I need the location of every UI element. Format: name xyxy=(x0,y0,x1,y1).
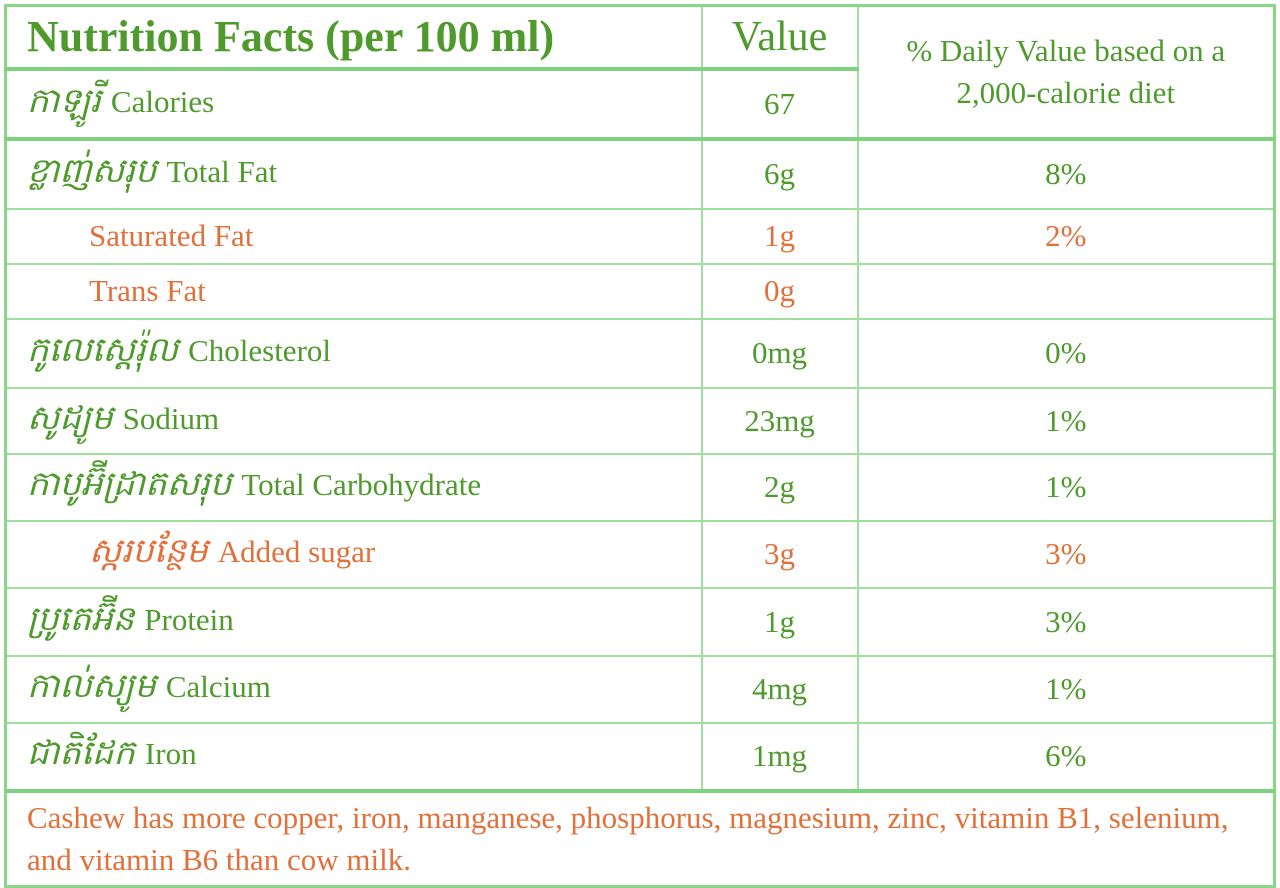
row: កាបូអ៊ីដ្រាតសរុប Total Carbohydrate 2g 1% xyxy=(4,452,1276,522)
value: 0g xyxy=(700,262,859,320)
nutrition-table: Nutrition Facts (per 100 ml) Value % Dai… xyxy=(4,4,1276,888)
row: សូដ្យូម Sodium 23mg 1% xyxy=(4,386,1276,455)
khmer-name: ស្ករបន្ថែម xyxy=(89,533,208,570)
row: ជាតិដែក Iron 1mg 6% xyxy=(4,721,1276,792)
row: ស្ករបន្ថែម Added sugar 3g 3% xyxy=(4,519,1276,589)
name: Cholesterol xyxy=(188,333,331,368)
khmer-name: កាឡូរី xyxy=(27,82,101,120)
name: Saturated Fat xyxy=(89,218,254,253)
daily-value-header: % Daily Value based on a 2,000-calorie d… xyxy=(856,4,1276,141)
name-cell: កាល់ស្យូម Calcium xyxy=(4,654,703,724)
khmer-name: សូដ្យូម xyxy=(27,399,113,437)
name: Calcium xyxy=(165,669,271,704)
daily-value: 0% xyxy=(856,317,1276,389)
row: កាឡូរី Calories 67 xyxy=(4,67,1275,141)
name-cell: ប្រូតេអ៊ីន Protein xyxy=(4,586,703,657)
footer-row: Cashew has more copper, iron, manganese,… xyxy=(4,788,1276,887)
name-cell: Trans Fat xyxy=(4,262,703,320)
name: Iron xyxy=(144,736,197,771)
name-cell: ខ្លាញ់សរុប Total Fat xyxy=(4,137,703,210)
row: ខ្លាញ់សរុប Total Fat 6g 8% xyxy=(4,137,1276,210)
name: Trans Fat xyxy=(89,273,206,308)
khmer-name: កូលេស្តេរ៉ុល xyxy=(27,332,179,369)
value: 0mg xyxy=(700,317,859,389)
footer-note: Cashew has more copper, iron, manganese,… xyxy=(4,788,1276,887)
daily-value: 1% xyxy=(856,386,1276,455)
daily-value: 1% xyxy=(856,654,1276,724)
row: Trans Fat 0g xyxy=(4,262,1276,320)
khmer-name: ប្រូតេអ៊ីន xyxy=(27,600,135,638)
row: កាល់ស្យូម Calcium 4mg 1% xyxy=(4,654,1276,724)
khmer-name: ខ្លាញ់សរុប xyxy=(27,153,157,190)
value: 67 xyxy=(700,67,859,141)
name-cell: ស្ករបន្ថែម Added sugar xyxy=(4,519,703,589)
daily-value: 6% xyxy=(856,721,1276,792)
name: Sodium xyxy=(122,400,220,436)
name-cell: ជាតិដែក Iron xyxy=(4,721,703,792)
name: Total Carbohydrate xyxy=(241,467,482,502)
empty-cell xyxy=(856,262,1276,320)
name: Added sugar xyxy=(217,534,376,569)
name-cell: កាឡូរី Calories xyxy=(4,67,703,141)
daily-value: 3% xyxy=(856,519,1276,589)
value: 1mg xyxy=(700,721,859,792)
value: 1g xyxy=(700,586,859,657)
row: ប្រូតេអ៊ីន Protein 1g 3% xyxy=(4,586,1276,657)
name-cell: កាបូអ៊ីដ្រាតសរុប Total Carbohydrate xyxy=(4,452,703,522)
name: Calories xyxy=(110,83,215,119)
value: 3g xyxy=(700,519,859,589)
name: Protein xyxy=(144,601,234,637)
daily-value: 3% xyxy=(856,586,1276,657)
name-cell: Saturated Fat xyxy=(4,207,703,265)
daily-value: 2% xyxy=(856,207,1276,265)
value: 1g xyxy=(700,207,859,265)
name-cell: សូដ្យូម Sodium xyxy=(4,386,703,455)
row: កូលេស្តេរ៉ុល Cholesterol 0mg 0% xyxy=(4,317,1276,389)
khmer-name: ជាតិដែក xyxy=(27,735,135,772)
value: 2g xyxy=(700,452,859,522)
title: Nutrition Facts (per 100 ml) xyxy=(4,4,703,71)
value: 4mg xyxy=(700,654,859,724)
name: Total Fat xyxy=(166,154,278,189)
row: Saturated Fat 1g 2% xyxy=(4,207,1276,265)
name-cell: កូលេស្តេរ៉ុល Cholesterol xyxy=(4,317,703,389)
header-row: Nutrition Facts (per 100 ml) Value % Dai… xyxy=(4,4,1276,141)
daily-value: 1% xyxy=(856,452,1276,522)
khmer-name: កាល់ស្យូម xyxy=(27,668,156,705)
daily-value: 8% xyxy=(856,137,1276,210)
value-header: Value xyxy=(700,4,859,71)
value: 23mg xyxy=(700,386,859,455)
khmer-name: កាបូអ៊ីដ្រាតសរុប xyxy=(27,466,232,503)
value: 6g xyxy=(700,137,859,210)
